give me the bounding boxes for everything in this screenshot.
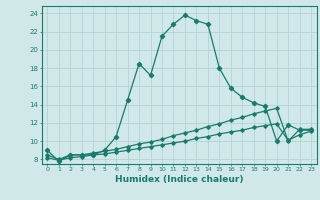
X-axis label: Humidex (Indice chaleur): Humidex (Indice chaleur) bbox=[115, 175, 244, 184]
